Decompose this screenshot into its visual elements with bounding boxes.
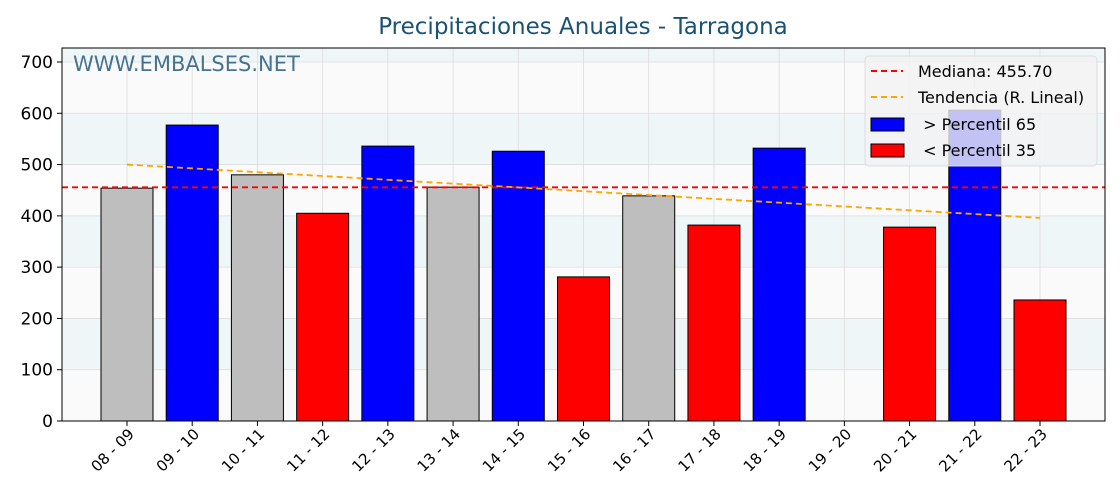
x-tick-label: 14 - 15 [479,425,529,475]
x-tick-label: 19 - 20 [805,425,855,475]
x-tick-label: 09 - 10 [153,425,203,475]
x-tick-label: 10 - 11 [218,425,268,475]
y-tick-label: 400 [21,207,53,227]
bar-10-11 [230,174,284,422]
x-tick-label: 16 - 17 [609,425,659,475]
bar-09-10 [165,124,219,422]
bar-16-17 [622,195,676,422]
y-tick-label: 500 [21,156,53,176]
legend: Mediana: 455.70 Tendencia (R. Lineal) > … [864,55,1098,167]
bar-17-18 [687,224,741,422]
x-tick-label: 13 - 14 [414,425,464,475]
bar-14-15 [491,150,545,422]
x-tick-label: 15 - 16 [544,425,594,475]
x-tick-label: 17 - 18 [674,425,724,475]
watermark: WWW.EMBALSES.NET [73,52,300,76]
x-tick-label: 11 - 12 [283,425,333,475]
x-tick-label: 08 - 09 [88,425,138,475]
y-tick-label: 300 [21,258,53,278]
bar-13-14 [426,186,480,422]
legend-low-swatch [870,143,905,158]
legend-high-label: > Percentil 65 [918,115,1036,134]
bar-15-16 [557,276,610,422]
y-tick-label: 100 [21,361,53,381]
trend-line [126,163,1041,219]
bar-20-21 [883,226,937,422]
y-tick-label: 700 [21,53,53,73]
x-tick-label: 21 - 22 [935,425,985,475]
legend-median-label: Mediana: 455.70 [918,62,1052,81]
bar-12-13 [361,145,415,422]
x-tick-label: 18 - 19 [740,425,790,475]
y-tick-label: 200 [21,309,53,329]
legend-high-swatch [870,117,905,132]
x-tick-label: 20 - 21 [870,425,920,475]
bar-08-09 [100,187,154,422]
bar-11-12 [296,212,350,422]
legend-low-label: < Percentil 35 [918,141,1036,160]
x-tick-label: 12 - 13 [348,425,398,475]
chart-title: Precipitaciones Anuales - Tarragona [378,14,788,40]
bar-22-23 [1013,299,1067,422]
legend-trend-label: Tendencia (R. Lineal) [917,88,1084,107]
y-tick-label: 0 [42,412,53,432]
x-tick-label: 22 - 23 [1001,425,1051,475]
y-tick-label: 600 [21,104,53,124]
bar-18-19 [752,147,806,422]
